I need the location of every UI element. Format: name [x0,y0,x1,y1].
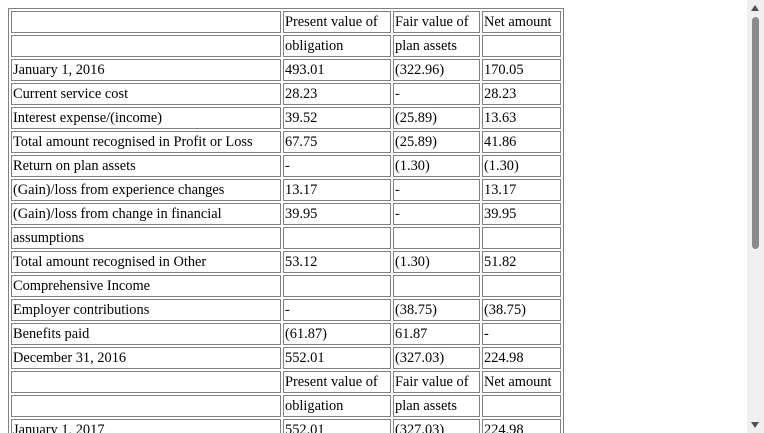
table-cell: (Gain)/loss from change in financial [11,203,281,225]
table-cell: 13.17 [283,179,391,201]
table-cell: 552.01 [283,347,391,369]
table-cell: (1.30) [393,155,480,177]
document-viewport: Present value of Fair value of Net amount o… [8,8,564,433]
table-cell: Total amount recognised in Other [11,251,281,273]
table-cell: Return on plan assets [11,155,281,177]
table-cell: 51.82 [482,251,561,273]
table-cell: Fair value of [393,371,480,393]
table-cell [11,11,281,33]
table-cell [393,227,480,249]
table-cell: December 31, 2016 [11,347,281,369]
scroll-down-arrow-icon[interactable] [747,416,764,433]
table-row: obligation plan assets [11,395,561,417]
table-cell: 13.17 [482,179,561,201]
table-row: obligation plan assets [11,35,561,57]
table-cell: 224.98 [482,347,561,369]
table-row: January 1, 2017 552.01 (327.03) 224.98 [11,419,561,433]
table-cell: - [283,155,391,177]
table-cell: - [393,203,480,225]
table-row: Return on plan assets - (1.30) (1.30) [11,155,561,177]
table-cell: (Gain)/loss from experience changes [11,179,281,201]
table-cell: 28.23 [283,83,391,105]
table-row: Present value of Fair value of Net amount [11,371,561,393]
table-cell: (38.75) [482,299,561,321]
table-cell: plan assets [393,35,480,57]
table-cell: January 1, 2017 [11,419,281,433]
table-cell: Interest expense/(income) [11,107,281,129]
table-cell [482,227,561,249]
table-cell: Total amount recognised in Profit or Los… [11,131,281,153]
table-cell: Net amount [482,11,561,33]
table-cell [11,395,281,417]
table-cell: - [482,323,561,345]
defined-benefit-table: Present value of Fair value of Net amount o… [8,8,564,433]
table-cell: Comprehensive Income [11,275,281,297]
table-cell: (25.89) [393,107,480,129]
table-cell [283,275,391,297]
vertical-scrollbar[interactable] [747,0,764,433]
table-cell: - [393,83,480,105]
table-cell: obligation [283,395,391,417]
table-cell: obligation [283,35,391,57]
table-cell: 39.95 [283,203,391,225]
table-cell: 552.01 [283,419,391,433]
table-cell: - [283,299,391,321]
table-cell: Net amount [482,371,561,393]
table-cell: assumptions [11,227,281,249]
table-cell: (25.89) [393,131,480,153]
scrollbar-thumb[interactable] [752,17,759,249]
table-cell: 41.86 [482,131,561,153]
table-cell: (61.87) [283,323,391,345]
table-cell: January 1, 2016 [11,59,281,81]
table-cell [482,275,561,297]
table-cell [482,395,561,417]
table-row: Total amount recognised in Profit or Los… [11,131,561,153]
table-cell: (327.03) [393,419,480,433]
table-cell: Benefits paid [11,323,281,345]
table-cell: 39.95 [482,203,561,225]
scroll-up-arrow-icon[interactable] [747,0,764,17]
table-cell: 13.63 [482,107,561,129]
table-row: Total amount recognised in Other 53.12 (1.… [11,251,561,273]
table-cell: - [393,179,480,201]
table-cell [482,35,561,57]
table-cell: (327.03) [393,347,480,369]
table-cell: Present value of [283,11,391,33]
table-cell: 28.23 [482,83,561,105]
table-row: Employer contributions - (38.75) (38.75) [11,299,561,321]
table-cell: (322.96) [393,59,480,81]
table-cell: 39.52 [283,107,391,129]
table-row: Comprehensive Income [11,275,561,297]
table-cell [11,35,281,57]
table-cell: 224.98 [482,419,561,433]
table-cell: (1.30) [393,251,480,273]
table-cell: (38.75) [393,299,480,321]
table-row: December 31, 2016 552.01 (327.03) 224.98 [11,347,561,369]
table-cell: Employer contributions [11,299,281,321]
table-cell: 53.12 [283,251,391,273]
table-cell [393,275,480,297]
table-row: (Gain)/loss from experience changes 13.17… [11,179,561,201]
table-cell: plan assets [393,395,480,417]
table-row: Present value of Fair value of Net amount [11,11,561,33]
table-row: January 1, 2016 493.01 (322.96) 170.05 [11,59,561,81]
table-cell: 67.75 [283,131,391,153]
table-cell [283,227,391,249]
table-cell: Present value of [283,371,391,393]
table-cell: 170.05 [482,59,561,81]
table-cell: (1.30) [482,155,561,177]
table-row: Interest expense/(income) 39.52 (25.89) 13.… [11,107,561,129]
table-cell: Current service cost [11,83,281,105]
table-row: Current service cost 28.23-28.23 [11,83,561,105]
table-cell [11,371,281,393]
table-cell: Fair value of [393,11,480,33]
table-cell: 493.01 [283,59,391,81]
table-cell: 61.87 [393,323,480,345]
table-row: (Gain)/loss from change in financial 39.9… [11,203,561,225]
table-row: assumptions [11,227,561,249]
table-row: Benefits paid (61.87) 61.87- [11,323,561,345]
